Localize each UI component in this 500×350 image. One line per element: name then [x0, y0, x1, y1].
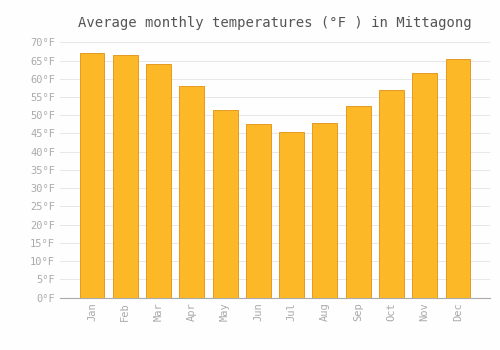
- Bar: [146, 64, 171, 298]
- Bar: [279, 132, 304, 298]
- Bar: [379, 90, 404, 298]
- Bar: [446, 59, 470, 298]
- Bar: [80, 53, 104, 298]
- Bar: [180, 86, 204, 298]
- Bar: [412, 73, 437, 298]
- Bar: [113, 55, 138, 298]
- Bar: [246, 124, 271, 298]
- Bar: [312, 122, 338, 298]
- Bar: [346, 106, 370, 298]
- Bar: [212, 110, 238, 298]
- Title: Average monthly temperatures (°F ) in Mittagong: Average monthly temperatures (°F ) in Mi…: [78, 16, 472, 30]
